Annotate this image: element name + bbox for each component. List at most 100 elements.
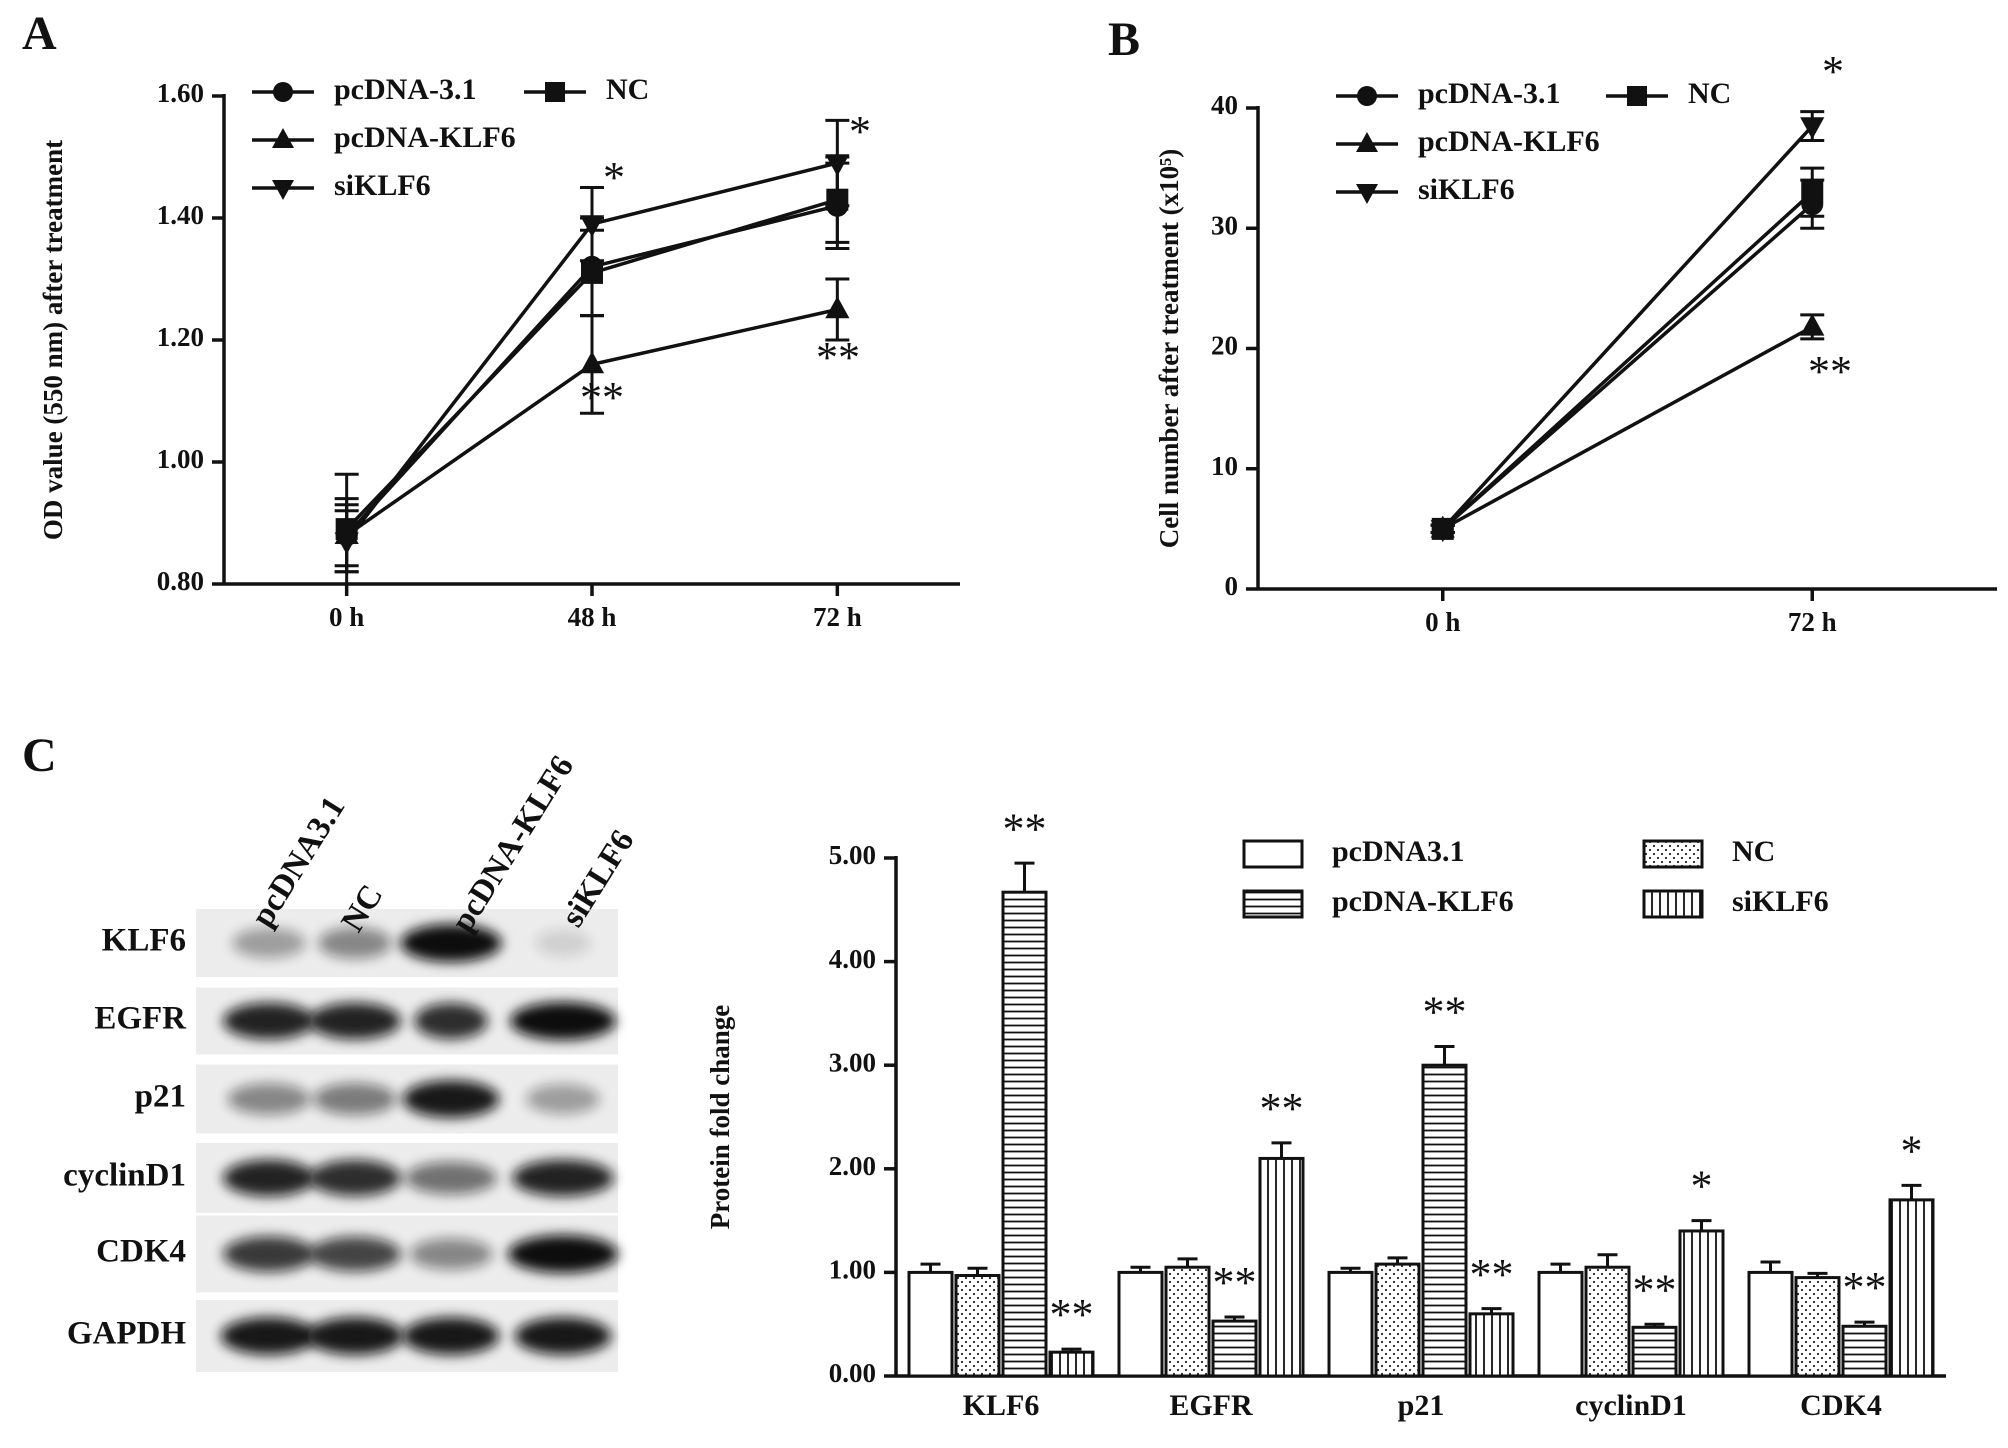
legend-label: NC	[1732, 835, 1775, 868]
annotation: *	[1822, 47, 1844, 96]
annotation: **	[1050, 1290, 1094, 1339]
legend-label: NC	[606, 73, 649, 106]
bar	[1584, 1265, 1631, 1378]
bar	[1841, 1324, 1888, 1378]
bar	[1327, 1270, 1374, 1378]
panel-label: B	[1108, 13, 1140, 66]
band	[309, 1002, 401, 1040]
band	[400, 924, 502, 962]
error-bar	[1901, 1183, 1922, 1200]
band	[223, 1236, 315, 1272]
band	[507, 1235, 619, 1273]
annotation: **	[1470, 1250, 1514, 1299]
y-tick-label: 3.00	[829, 1047, 876, 1077]
y-tick-label: 2.00	[829, 1151, 876, 1181]
annotation: *	[1691, 1162, 1713, 1211]
panel-label: A	[22, 7, 57, 60]
bar	[1468, 1312, 1515, 1378]
band	[227, 1083, 311, 1115]
band	[409, 1238, 493, 1270]
row-label: KLF6	[102, 923, 186, 959]
bar	[1747, 1270, 1794, 1378]
marker	[1800, 313, 1825, 336]
series-line	[1441, 124, 1814, 531]
annotation: **	[1423, 988, 1467, 1037]
y-tick-label: 1.60	[157, 78, 204, 108]
y-tick-label: 4.00	[829, 944, 876, 974]
marker	[334, 532, 359, 555]
y-tick-label: 0	[1225, 571, 1239, 601]
band	[318, 927, 392, 959]
annotation: **	[1213, 1258, 1257, 1307]
bar	[1001, 890, 1048, 1378]
y-tick-label: 1.00	[829, 1255, 876, 1285]
band	[405, 1161, 497, 1195]
annotation: **	[580, 373, 624, 422]
annotation: *	[603, 153, 625, 202]
error-bar	[1014, 861, 1035, 893]
y-axis-label: Protein fold change	[705, 1005, 735, 1230]
annotation: **	[816, 333, 860, 382]
y-tick-label: 30	[1211, 210, 1238, 240]
row-label: p21	[135, 1079, 186, 1115]
bar	[1211, 1319, 1258, 1378]
legend-swatch	[1242, 839, 1304, 869]
band	[223, 1159, 315, 1197]
error-bar	[1271, 1141, 1292, 1159]
marker	[825, 296, 850, 319]
bar	[1421, 1063, 1468, 1378]
marker	[1356, 184, 1378, 204]
y-tick-label: 10	[1211, 451, 1238, 481]
legend-label: siKLF6	[1732, 885, 1829, 918]
band	[223, 1002, 315, 1040]
band	[535, 929, 591, 957]
marker	[1357, 86, 1377, 106]
error-bar	[1760, 1260, 1781, 1273]
legend-swatch	[1642, 889, 1704, 919]
y-tick-label: 1.20	[157, 322, 204, 352]
bar	[1048, 1350, 1095, 1378]
marker	[273, 82, 293, 102]
annotation: **	[1808, 347, 1852, 396]
marker	[1356, 132, 1378, 152]
band	[414, 1002, 488, 1040]
bar	[1888, 1198, 1935, 1378]
marker	[579, 351, 605, 374]
row-label: cyclinD1	[63, 1158, 186, 1194]
series-line	[1441, 190, 1814, 531]
band	[514, 1317, 612, 1355]
band	[220, 1317, 318, 1355]
marker	[579, 215, 605, 238]
legend-label: pcDNA-3.1	[1418, 77, 1561, 110]
annotation: *	[849, 107, 871, 156]
legend-label: NC	[1688, 77, 1731, 110]
annotation: *	[1901, 1126, 1923, 1175]
y-tick-label: 0.00	[829, 1358, 876, 1388]
panel-label: C	[22, 729, 57, 782]
legend-label: pcDNA-KLF6	[1418, 125, 1600, 158]
legend-label: pcDNA3.1	[1332, 835, 1465, 868]
bar	[1117, 1270, 1164, 1378]
x-tick-label: 72 h	[813, 602, 862, 632]
marker	[1627, 86, 1647, 106]
marker	[1801, 181, 1824, 204]
legend-label: pcDNA-KLF6	[1332, 885, 1514, 918]
marker	[272, 128, 294, 148]
band	[510, 1002, 616, 1040]
bar	[1537, 1270, 1584, 1378]
band	[512, 1159, 614, 1197]
band	[309, 1236, 401, 1272]
bar	[1794, 1276, 1841, 1378]
band	[232, 927, 306, 959]
row-label: CDK4	[96, 1234, 186, 1270]
bar	[1258, 1156, 1305, 1378]
bar	[1374, 1262, 1421, 1378]
x-tick-label: 0 h	[1425, 607, 1460, 637]
row-label: EGFR	[94, 1001, 187, 1037]
annotation: **	[1003, 804, 1047, 853]
y-tick-label: 5.00	[829, 840, 876, 870]
x-tick-label: 48 h	[568, 602, 617, 632]
marker	[581, 261, 603, 284]
y-tick-label: 20	[1211, 331, 1238, 361]
